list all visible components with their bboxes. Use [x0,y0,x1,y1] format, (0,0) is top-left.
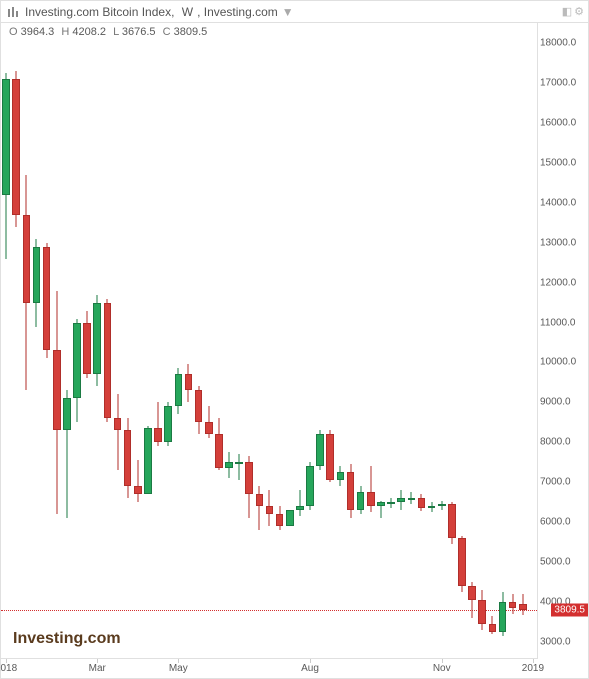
y-tick: 15000.0 [540,157,576,168]
y-tick: 13000.0 [540,237,576,248]
chart-title: Investing.com Bitcoin Index [25,5,171,19]
watermark: Investing.com [9,628,125,650]
dropdown-icon[interactable]: ▼ [282,5,294,19]
candle [296,23,304,658]
candle [306,23,314,658]
x-tick: Mar [89,663,106,674]
candle [509,23,517,658]
candle [154,23,162,658]
candle [205,23,213,658]
candle [164,23,172,658]
ohlc-high: 4208.2 [72,26,106,38]
candle [195,23,203,658]
candle [93,23,101,658]
x-tick: Aug [301,663,319,674]
y-tick: 5000.0 [540,557,571,568]
candle [215,23,223,658]
candle [175,23,183,658]
y-tick: 11000.0 [540,317,575,328]
plot-area[interactable] [1,23,538,658]
settings-icon[interactable]: ⚙ [574,5,584,18]
y-tick: 8000.0 [540,437,571,448]
candle [458,23,466,658]
candle [83,23,91,658]
candle [448,23,456,658]
candle [428,23,436,658]
y-tick: 18000.0 [540,37,576,48]
candle [408,23,416,658]
x-tick: 2018 [0,663,17,674]
candle [63,23,71,658]
candle [286,23,294,658]
y-tick: 14000.0 [540,197,576,208]
chart-type-icon[interactable] [5,4,21,20]
y-tick: 9000.0 [540,397,571,408]
candle [235,23,243,658]
ohlc-low: 3676.5 [122,26,156,38]
candle [245,23,253,658]
y-tick: 16000.0 [540,117,576,128]
chart-source: Investing.com [204,5,278,19]
ohlc-open: 3964.3 [21,26,55,38]
candle [418,23,426,658]
candle [23,23,31,658]
candle [519,23,527,658]
x-tick: Nov [433,663,451,674]
candle [124,23,132,658]
candle [266,23,274,658]
candle [478,23,486,658]
chart-header: Investing.com Bitcoin Index , W , Invest… [1,1,588,23]
candle [73,23,81,658]
x-tick: May [169,663,188,674]
candle [104,23,112,658]
candle [144,23,152,658]
candle [367,23,375,658]
ohlc-close: 3809.5 [174,26,208,38]
candle [499,23,507,658]
y-tick: 12000.0 [540,277,576,288]
chart-container: Investing.com Bitcoin Index , W , Invest… [0,0,589,679]
candle [53,23,61,658]
candle [438,23,446,658]
candle [43,23,51,658]
candle [468,23,476,658]
y-axis: 3000.04000.05000.06000.07000.08000.09000… [538,23,588,658]
candle [2,23,10,658]
x-tick: 2019 [522,663,544,674]
y-tick: 10000.0 [540,357,576,368]
candle [225,23,233,658]
candle [377,23,385,658]
chart-period: W [182,5,193,19]
y-tick: 3000.0 [540,637,571,648]
y-tick: 6000.0 [540,517,571,528]
candle [316,23,324,658]
candle [256,23,264,658]
candle [114,23,122,658]
candle [357,23,365,658]
y-tick: 17000.0 [540,77,576,88]
candle [276,23,284,658]
candle [12,23,20,658]
last-price-tag: 3809.5 [551,603,588,616]
compare-icon[interactable]: ◧ [562,5,572,18]
candle [134,23,142,658]
candle [185,23,193,658]
candle [337,23,345,658]
ohlc-bar: O 3964.3 H 4208.2 L 3676.5 C 3809.5 [7,25,213,39]
candle [489,23,497,658]
x-axis: 2018MarMayAugNov2019 [1,658,538,678]
candle [347,23,355,658]
candle [397,23,405,658]
candle [387,23,395,658]
y-tick: 7000.0 [540,477,571,488]
candle [326,23,334,658]
candle [33,23,41,658]
